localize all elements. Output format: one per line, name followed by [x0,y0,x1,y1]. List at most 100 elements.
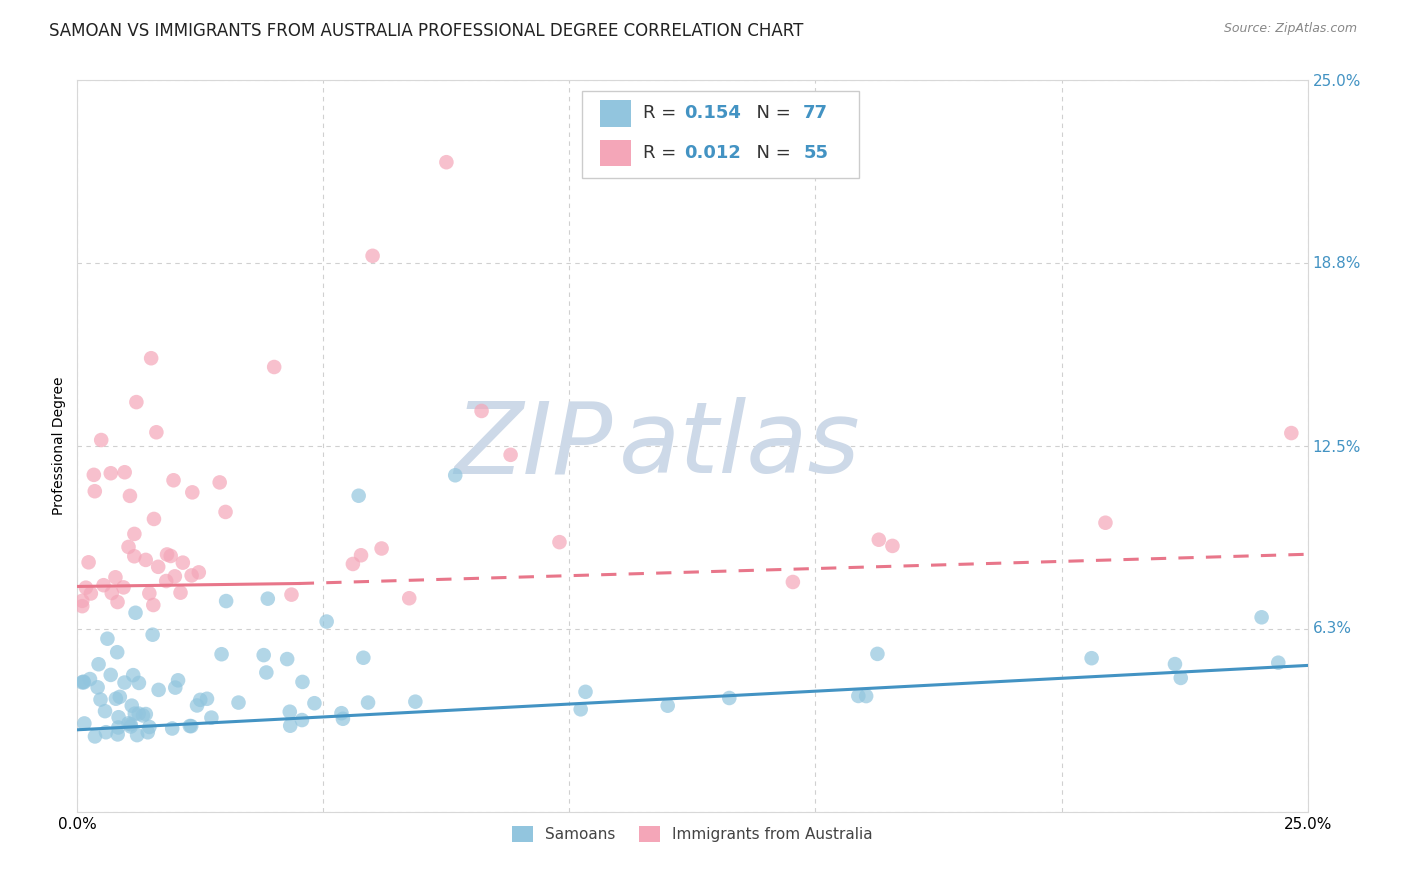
Point [93,578,115,592]
Point [132,708,155,723]
Point [569,702,592,716]
Point [160,722,183,736]
Point [114,465,136,479]
Point [169,585,191,599]
Point [124,606,146,620]
Point [83,467,105,482]
Point [114,675,136,690]
Point [1267,656,1289,670]
Point [187,566,209,580]
Point [117,716,139,731]
Point [73,675,96,690]
Point [142,598,165,612]
Point [574,685,596,699]
Point [188,693,211,707]
Point [186,698,208,713]
Text: SAMOAN VS IMMIGRANTS FROM AUSTRALIA PROFESSIONAL DEGREE CORRELATION CHART: SAMOAN VS IMMIGRANTS FROM AUSTRALIA PROF… [49,22,804,40]
Point [120,717,142,731]
Point [86,681,108,695]
Point [1164,657,1187,671]
Point [180,719,202,733]
Point [436,155,458,169]
Point [253,648,276,662]
Point [96,632,118,646]
Point [135,706,157,721]
Point [70,599,93,614]
Point [122,668,145,682]
Point [361,249,384,263]
Point [112,581,135,595]
Text: atlas: atlas [619,398,860,494]
Point [718,691,741,706]
Point [868,533,890,547]
Point [121,698,143,713]
Point [107,721,129,735]
Point [156,548,179,562]
Point [228,696,250,710]
Point [276,652,298,666]
Point [291,674,314,689]
Point [105,645,128,659]
Point [1170,671,1192,685]
Point [72,674,94,689]
Point [499,448,522,462]
Point [100,467,122,481]
Text: 0.012: 0.012 [683,144,741,161]
Point [148,559,170,574]
Point [200,711,222,725]
Point [347,489,370,503]
Point [866,647,889,661]
Point [167,673,190,688]
Point [75,581,97,595]
Point [471,404,494,418]
Point [211,647,233,661]
Point [90,433,112,447]
Text: R =: R = [644,104,682,122]
FancyBboxPatch shape [600,140,631,166]
Point [128,676,150,690]
Point [107,727,129,741]
Point [291,713,314,727]
Point [80,586,103,600]
Text: N =: N = [745,104,797,122]
Point [332,712,354,726]
Legend: Samoans, Immigrants from Australia: Samoans, Immigrants from Australia [506,820,879,848]
Point [315,615,337,629]
Point [138,586,160,600]
Point [142,628,165,642]
Point [94,704,117,718]
Point [136,725,159,739]
Point [1094,516,1116,530]
Point [278,705,301,719]
Point [882,539,904,553]
Point [163,569,186,583]
Point [124,549,146,564]
Text: 77: 77 [803,104,828,122]
Text: ZIP: ZIP [454,398,613,494]
Point [70,594,93,608]
Point [548,535,571,549]
Point [263,359,285,374]
Point [73,716,96,731]
Point [180,568,202,582]
Text: R =: R = [644,144,682,161]
Text: 55: 55 [803,144,828,161]
Y-axis label: Professional Degree: Professional Degree [52,376,66,516]
Point [117,540,139,554]
Point [370,541,392,556]
Point [444,468,467,483]
Point [84,730,107,744]
Point [104,570,127,584]
Point [124,527,146,541]
Point [100,668,122,682]
Point [125,395,148,409]
Point [120,719,142,733]
Point [118,489,141,503]
Text: 0.154: 0.154 [683,104,741,122]
Point [127,728,149,742]
Point [83,484,105,499]
Point [162,473,184,487]
Point [159,549,181,563]
Point [357,696,380,710]
Point [141,351,163,366]
